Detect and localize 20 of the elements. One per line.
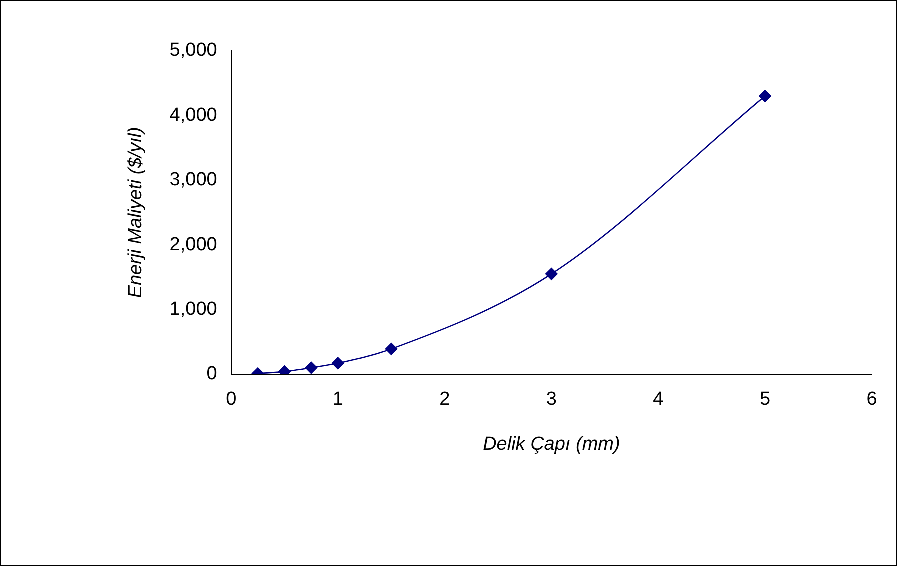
y-axis-title: Enerji Maliyeti ($/yıl) — [126, 127, 147, 298]
x-tick-label: 0 — [226, 389, 237, 410]
point — [759, 90, 772, 102]
y-tick-label: 3,000 — [170, 170, 218, 191]
y-tick-label: 1,000 — [170, 298, 218, 320]
point — [546, 268, 558, 280]
y-tick-label: 5,000 — [170, 40, 218, 62]
x-axis-title: Delik Çapı (mm) — [483, 434, 620, 455]
point — [385, 343, 398, 356]
x-tick-label: 3 — [546, 389, 557, 410]
y-tick-label: 4,000 — [170, 104, 218, 126]
x-tick-label: 4 — [653, 389, 664, 410]
x-tick-label: 2 — [440, 389, 450, 410]
x-tick-label: 6 — [866, 389, 878, 410]
x-tick-label: 1 — [332, 389, 344, 410]
point — [332, 357, 344, 370]
y-tick-label: 2,000 — [170, 234, 218, 256]
y-tick-label: 0 — [206, 364, 218, 385]
point — [305, 362, 318, 374]
x-tick-label: 5 — [760, 389, 771, 410]
